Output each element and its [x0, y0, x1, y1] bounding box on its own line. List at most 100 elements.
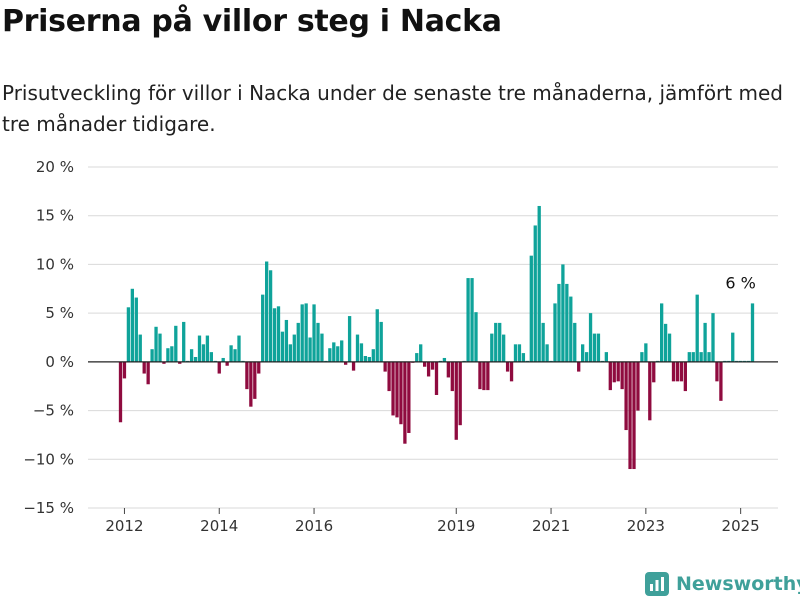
bar — [494, 322, 498, 362]
y-tick-label: 20 % — [36, 158, 74, 176]
y-axis-ticks: −15 % −10 % −5 % 0 % 5 % 10 % 15 % 20 % — [23, 158, 74, 517]
bar — [245, 361, 249, 390]
bar — [142, 361, 146, 374]
bar — [280, 331, 285, 362]
bar — [415, 353, 419, 362]
bar — [150, 349, 154, 362]
bar — [371, 349, 375, 362]
bar — [699, 352, 703, 362]
bar — [517, 344, 522, 362]
bar — [403, 361, 407, 444]
bar — [482, 361, 486, 391]
bar — [162, 361, 166, 364]
bar — [253, 361, 257, 399]
bar — [426, 361, 431, 377]
bar — [272, 308, 277, 362]
bar — [257, 361, 261, 374]
bar — [423, 361, 427, 367]
bar — [138, 334, 142, 362]
bar — [367, 356, 371, 362]
bar — [300, 304, 304, 362]
bar — [312, 304, 316, 362]
bar — [648, 361, 652, 421]
bar — [454, 361, 458, 440]
bar — [490, 333, 494, 362]
bar — [178, 361, 182, 364]
bar — [308, 337, 312, 362]
bar — [596, 333, 601, 362]
bar — [316, 322, 320, 362]
bar — [292, 334, 296, 362]
bar — [584, 352, 589, 362]
bar — [126, 307, 131, 362]
bar — [233, 349, 237, 362]
bar — [691, 352, 695, 362]
brand: Newsworthy — [645, 570, 800, 598]
bar — [391, 361, 395, 416]
bar — [616, 361, 620, 382]
x-tick-label: 2021 — [532, 517, 570, 535]
bar — [225, 361, 229, 366]
bar — [640, 352, 644, 362]
bar — [174, 325, 178, 362]
bar — [557, 283, 561, 362]
y-tick-label: −10 % — [23, 450, 74, 468]
grid-lines — [88, 166, 778, 509]
x-axis-ticks: 2012 2014 2016 2019 2021 2023 2025 — [105, 508, 760, 535]
bar — [189, 349, 194, 362]
bar — [261, 294, 265, 362]
bar — [679, 361, 684, 382]
bar — [470, 278, 474, 362]
bar — [458, 361, 462, 426]
bar — [612, 361, 616, 383]
bar — [509, 361, 514, 382]
bar — [193, 356, 198, 362]
bar — [229, 345, 233, 362]
bar — [419, 344, 423, 362]
bar — [675, 361, 680, 382]
bar — [355, 334, 360, 362]
bar — [750, 303, 755, 362]
y-tick-label: −5 % — [33, 402, 74, 420]
bar — [134, 297, 138, 362]
bar — [466, 278, 470, 362]
bar — [624, 361, 628, 431]
bar — [265, 261, 269, 362]
bar — [533, 225, 537, 362]
bar — [340, 340, 344, 362]
bar — [197, 335, 202, 362]
x-tick-label: 2023 — [627, 517, 665, 535]
bar — [217, 361, 221, 374]
bar — [276, 306, 281, 362]
bar — [359, 343, 364, 362]
chart-title: Priserna på villor steg i Nacka — [2, 4, 502, 39]
bar — [683, 361, 687, 392]
bar — [209, 352, 213, 362]
bar — [545, 344, 549, 362]
bar — [715, 361, 719, 382]
bar — [731, 332, 735, 362]
bar — [146, 361, 150, 385]
bar — [387, 361, 391, 392]
bar — [569, 296, 573, 362]
bar — [166, 348, 170, 362]
bar — [505, 361, 510, 372]
bar — [529, 255, 533, 362]
bar — [205, 335, 210, 362]
y-tick-label: 0 % — [45, 353, 74, 371]
y-tick-label: 10 % — [36, 255, 74, 273]
bar — [636, 361, 640, 411]
bar — [383, 361, 387, 372]
bar — [288, 344, 292, 362]
bar — [399, 361, 403, 425]
y-tick-label: 5 % — [45, 304, 74, 322]
x-tick-label: 2019 — [437, 517, 475, 535]
bar — [513, 344, 518, 362]
bar — [446, 361, 450, 378]
bar — [541, 322, 545, 362]
bar — [577, 361, 581, 372]
bar — [284, 319, 289, 362]
bar — [486, 361, 490, 391]
bar — [268, 270, 273, 362]
bar — [573, 322, 577, 362]
